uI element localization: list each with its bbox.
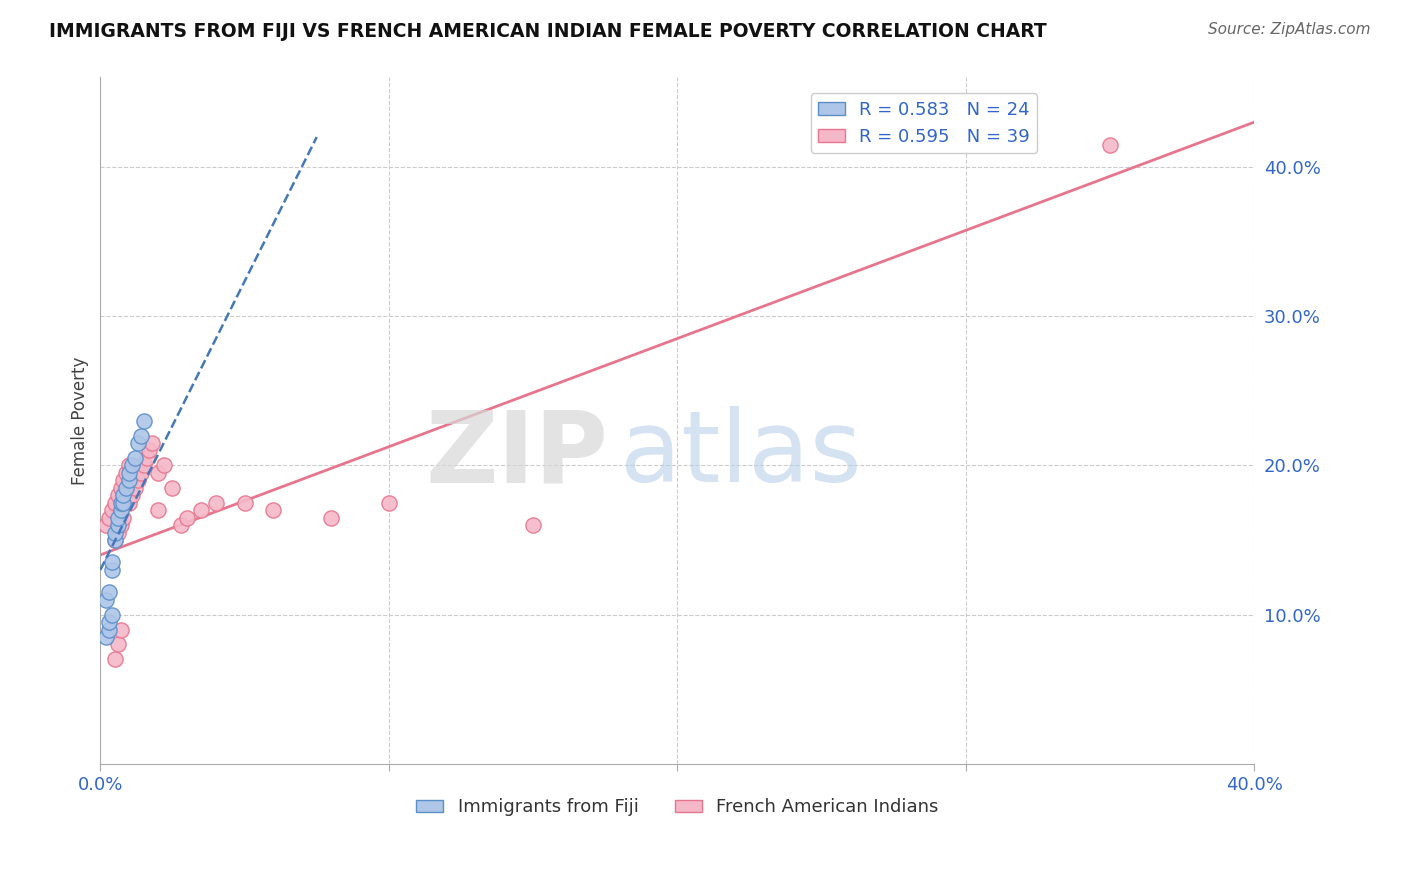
Point xyxy=(170,518,193,533)
Point xyxy=(101,607,124,622)
Point xyxy=(107,637,129,651)
Point xyxy=(153,458,176,473)
Point xyxy=(124,450,146,465)
Point xyxy=(124,481,146,495)
Point xyxy=(107,525,129,540)
Point xyxy=(190,503,212,517)
Point xyxy=(522,518,544,533)
Point xyxy=(129,466,152,480)
Point xyxy=(132,458,155,473)
Point xyxy=(233,496,256,510)
Point xyxy=(107,510,129,524)
Point xyxy=(146,503,169,517)
Point xyxy=(110,481,132,495)
Point xyxy=(204,496,226,510)
Point xyxy=(94,630,117,644)
Point xyxy=(118,458,141,473)
Point xyxy=(146,466,169,480)
Text: ZIP: ZIP xyxy=(425,407,607,503)
Point xyxy=(98,585,121,599)
Point xyxy=(104,652,127,666)
Point xyxy=(107,518,129,533)
Point xyxy=(135,450,157,465)
Point xyxy=(101,563,124,577)
Point xyxy=(98,623,121,637)
Point xyxy=(112,488,135,502)
Point xyxy=(132,414,155,428)
Point xyxy=(112,496,135,510)
Point xyxy=(378,496,401,510)
Point xyxy=(115,481,138,495)
Text: IMMIGRANTS FROM FIJI VS FRENCH AMERICAN INDIAN FEMALE POVERTY CORRELATION CHART: IMMIGRANTS FROM FIJI VS FRENCH AMERICAN … xyxy=(49,22,1047,41)
Point xyxy=(110,496,132,510)
Point xyxy=(104,496,127,510)
Legend: Immigrants from Fiji, French American Indians: Immigrants from Fiji, French American In… xyxy=(409,791,946,823)
Point xyxy=(104,525,127,540)
Point xyxy=(141,436,163,450)
Point xyxy=(176,510,198,524)
Point xyxy=(98,510,121,524)
Point xyxy=(118,466,141,480)
Point xyxy=(118,496,141,510)
Point xyxy=(107,488,129,502)
Point xyxy=(112,473,135,487)
Point xyxy=(121,488,143,502)
Point xyxy=(162,481,184,495)
Point xyxy=(110,623,132,637)
Point xyxy=(121,458,143,473)
Point xyxy=(127,436,149,450)
Point xyxy=(112,510,135,524)
Point xyxy=(101,503,124,517)
Point xyxy=(1098,137,1121,152)
Point xyxy=(262,503,284,517)
Y-axis label: Female Poverty: Female Poverty xyxy=(72,357,89,485)
Point xyxy=(115,466,138,480)
Text: atlas: atlas xyxy=(620,407,860,503)
Point xyxy=(94,592,117,607)
Point xyxy=(94,518,117,533)
Point xyxy=(127,473,149,487)
Point xyxy=(104,533,127,547)
Point xyxy=(129,428,152,442)
Point xyxy=(98,615,121,629)
Point xyxy=(110,518,132,533)
Text: Source: ZipAtlas.com: Source: ZipAtlas.com xyxy=(1208,22,1371,37)
Point xyxy=(138,443,160,458)
Point xyxy=(319,510,342,524)
Point xyxy=(110,503,132,517)
Point xyxy=(118,473,141,487)
Point xyxy=(104,533,127,547)
Point xyxy=(101,555,124,569)
